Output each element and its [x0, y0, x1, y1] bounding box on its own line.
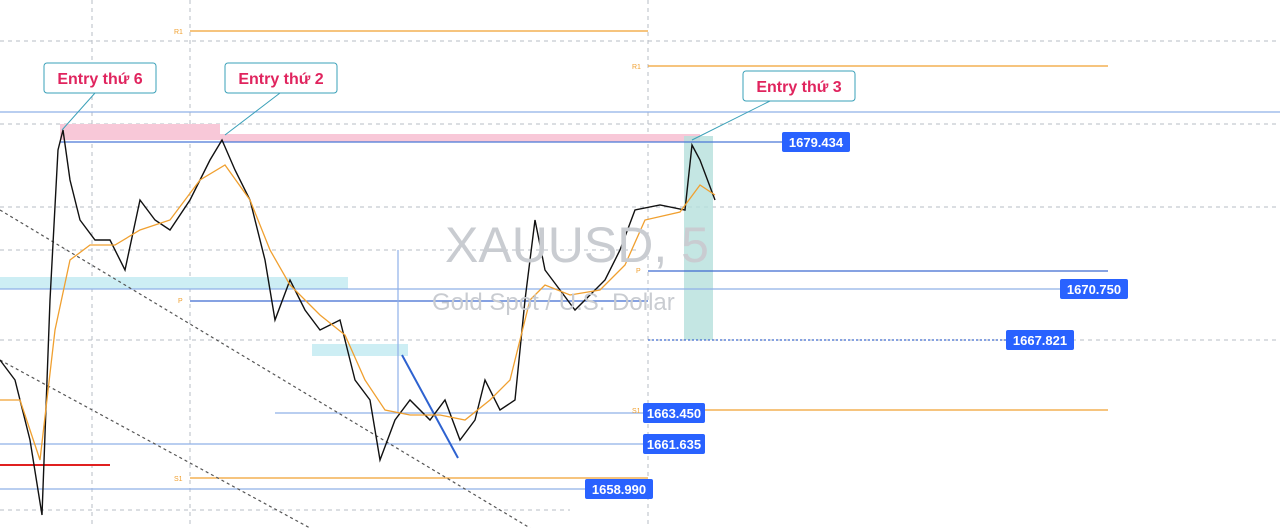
price-label: 1670.750	[1067, 282, 1121, 297]
price-label: 1679.434	[789, 135, 844, 150]
zone	[0, 277, 348, 289]
callout-label: Entry thứ 3	[756, 79, 841, 96]
price-label: 1661.635	[647, 437, 701, 452]
price-label: 1667.821	[1013, 333, 1067, 348]
callouts: Entry thứ 6 Entry thứ 2 Entry thứ 3	[43, 62, 856, 141]
pivot-label: P	[178, 298, 183, 305]
pivot-label: R1	[174, 29, 183, 36]
price-labels: 1679.434 1670.750 1667.821 1663.450 1661…	[585, 132, 1128, 499]
watermark-description: Gold Spot / U.S. Dollar	[432, 289, 675, 316]
watermark-symbol: XAUUSD, 5	[445, 217, 709, 273]
callout-label: Entry thứ 6	[57, 71, 142, 88]
price-label: 1663.450	[647, 406, 701, 421]
pivot-labels: R1 R1 P P S1 S1	[174, 29, 641, 483]
pivot-label: P	[636, 268, 641, 275]
levels	[0, 30, 1280, 528]
moving-average	[0, 164, 716, 461]
callout-label: Entry thứ 2	[238, 71, 323, 88]
price-line	[0, 129, 716, 516]
pivot-label: S1	[632, 408, 641, 415]
zone	[220, 134, 700, 142]
price-label: 1658.990	[592, 482, 646, 497]
pivot-label: S1	[174, 476, 183, 483]
zone	[312, 344, 408, 356]
pivot-label: R1	[632, 64, 641, 71]
zone	[60, 124, 220, 140]
